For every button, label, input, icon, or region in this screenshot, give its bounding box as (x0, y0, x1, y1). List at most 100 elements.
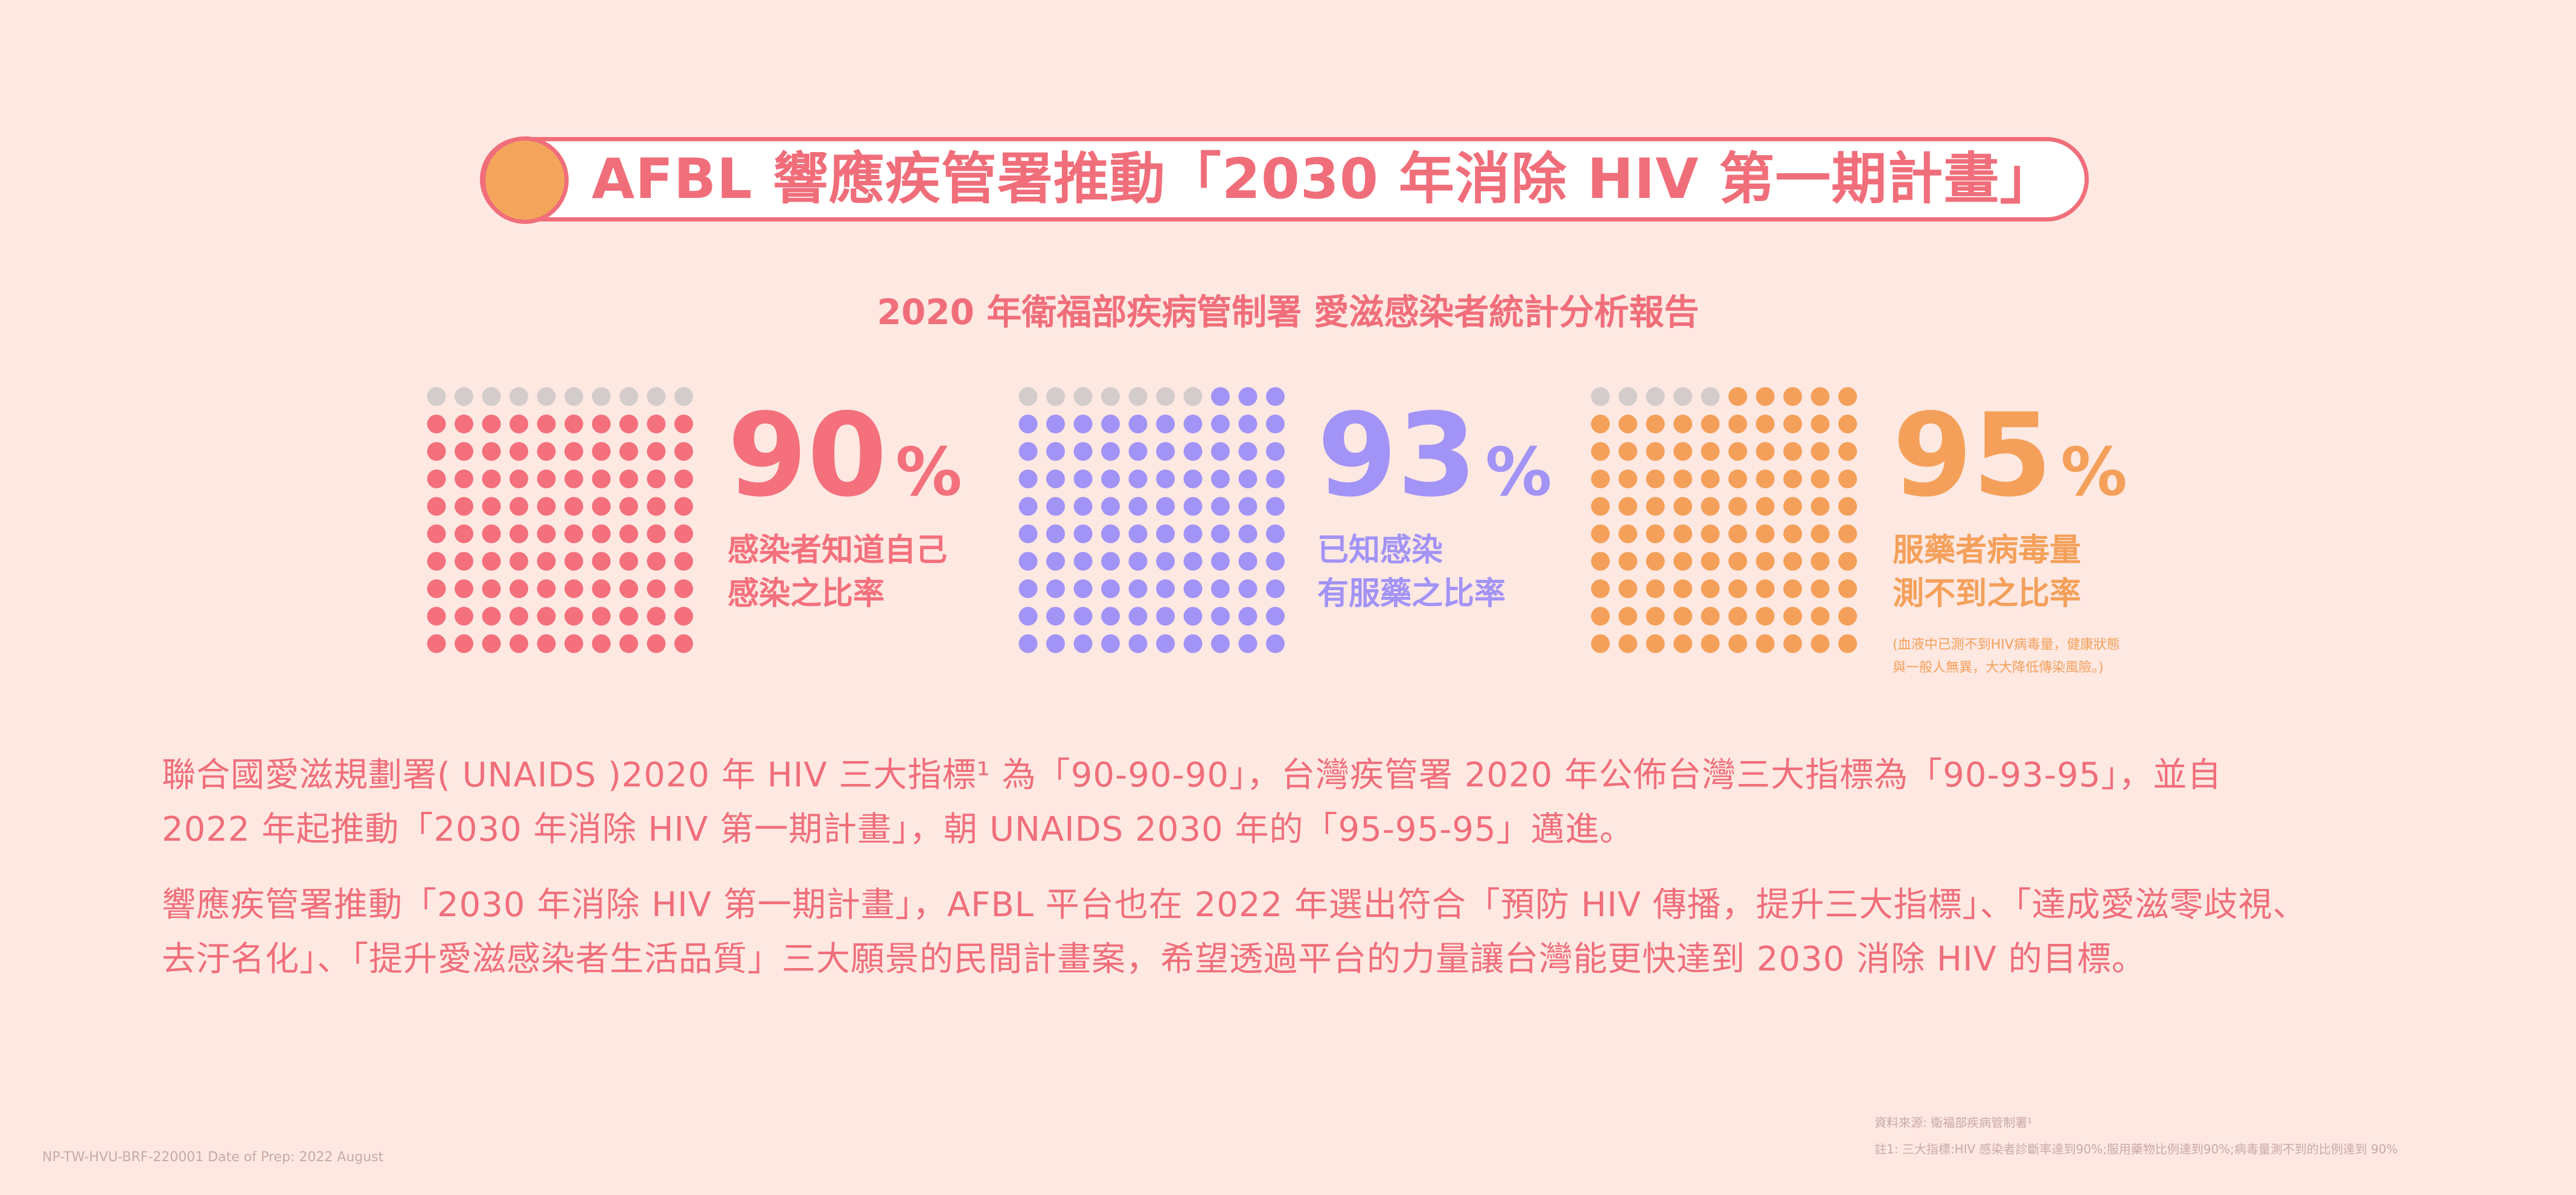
dot-filled (619, 442, 638, 461)
dot-filled (1101, 497, 1120, 516)
dot-filled (1701, 524, 1720, 543)
dot-filled (619, 552, 638, 571)
dot-filled (1238, 387, 1258, 406)
dot-filled (1838, 552, 1857, 571)
dot-filled (1619, 552, 1637, 571)
dot-filled (1756, 607, 1775, 626)
dot-filled (1619, 607, 1637, 626)
stat-value: 93 (1317, 389, 1477, 522)
dot-filled (1673, 579, 1692, 598)
dot-filled (1128, 607, 1148, 626)
dot-filled (455, 415, 473, 433)
dot-filled (564, 552, 583, 571)
dot-filled (1783, 387, 1802, 406)
dot-filled (1238, 470, 1258, 488)
dot-filled (1238, 552, 1258, 571)
dot-filled (1211, 470, 1230, 488)
paragraph-unaids: 聯合國愛滋規劃署( UNAIDS )2020 年 HIV 三大指標¹ 為「90-… (162, 748, 2420, 857)
dot-filled (1701, 634, 1720, 653)
dot-filled (427, 470, 446, 488)
dot-filled (1783, 415, 1802, 433)
dot-filled (1018, 579, 1038, 598)
dot-filled (1128, 552, 1148, 571)
dot-filled (564, 607, 583, 626)
dot-filled (1701, 442, 1720, 461)
dot-filled (1128, 497, 1148, 516)
dot-filled (674, 497, 693, 516)
dot-grey (1183, 387, 1203, 406)
dot-filled (1591, 552, 1610, 571)
stat-note-line1: (血液中已測不到HIV病毒量，健康狀態 (1893, 637, 2120, 652)
dot-filled (1018, 470, 1038, 488)
dot-filled (1211, 552, 1230, 571)
stat-desc-line2: 感染之比率 (727, 576, 885, 612)
dot-filled (1646, 579, 1665, 598)
dot-filled (482, 470, 501, 488)
dot-filled (1156, 607, 1175, 626)
page-title: AFBL 響應疾管署推動「2030 年消除 HIV 第一期計畫」 (592, 147, 2056, 211)
dot-filled (1073, 552, 1093, 571)
stat-desc-line1: 感染者知道自己 (727, 532, 948, 569)
dot-filled (1783, 524, 1802, 543)
dot-filled (427, 497, 446, 516)
dot-filled (1756, 497, 1775, 516)
paragraph-line: 去汙名化」、「提升愛滋感染者生活品質」三大願景的民間計畫案，希望透過平台的力量讓… (162, 940, 2146, 979)
dot-filled (647, 524, 666, 543)
dot-filled (1619, 415, 1637, 433)
dot-filled (1783, 552, 1802, 571)
dot-filled (592, 497, 611, 516)
dot-filled (1156, 470, 1175, 488)
dot-filled (455, 634, 473, 653)
dot-filled (1211, 442, 1230, 461)
dot-filled (1156, 415, 1175, 433)
dot-filled (1018, 552, 1038, 571)
dot-filled (1156, 579, 1175, 598)
stat-percent: 90% (727, 398, 962, 513)
dot-filled (1756, 634, 1775, 653)
dot-filled (455, 552, 473, 571)
dot-filled (1756, 387, 1775, 406)
stat-95: 95% 服藥者病毒量 測不到之比率 (血液中已測不到HIV病毒量，健康狀態 與一… (1893, 398, 2127, 680)
stat-unit: % (2060, 433, 2127, 511)
stat-percent: 95% (1893, 398, 2127, 513)
dot-filled (482, 415, 501, 433)
dot-filled (1701, 552, 1720, 571)
dot-filled (1756, 442, 1775, 461)
dot-filled (427, 442, 446, 461)
dot-filled (1073, 524, 1093, 543)
dot-filled (1838, 442, 1857, 461)
paragraph-line: 2022 年起推動「2030 年消除 HIV 第一期計畫」，朝 UNAIDS 2… (162, 810, 1634, 849)
dot-filled (619, 579, 638, 598)
dot-filled (427, 552, 446, 571)
dot-filled (1046, 497, 1065, 516)
dot-filled (1018, 415, 1038, 433)
dot-grey (1591, 387, 1610, 406)
dot-filled (1211, 634, 1230, 653)
dot-filled (1673, 470, 1692, 488)
dot-grey (1073, 387, 1093, 406)
dot-filled (482, 442, 501, 461)
dot-filled (619, 607, 638, 626)
dot-filled (482, 552, 501, 571)
dot-filled (564, 579, 583, 598)
dot-filled (455, 470, 473, 488)
dot-filled (647, 415, 666, 433)
dot-filled (1183, 442, 1203, 461)
dot-filled (1756, 470, 1775, 488)
stat-note-line2: 與一般人無異，大大降低傳染風險。) (1893, 660, 2104, 675)
dot-filled (592, 524, 611, 543)
dot-filled (1811, 579, 1830, 598)
stat-description: 服藥者病毒量 測不到之比率 (1893, 529, 2127, 616)
dot-filled (1238, 524, 1258, 543)
dot-filled (537, 579, 556, 598)
dot-filled (537, 415, 556, 433)
stat-desc-line1: 已知感染 (1317, 532, 1443, 569)
dot-filled (537, 634, 556, 653)
dot-filled (482, 634, 501, 653)
dot-filled (1128, 634, 1148, 653)
dot-grey (537, 387, 556, 406)
dot-grid-93 (1018, 387, 1285, 653)
dot-filled (1838, 607, 1857, 626)
dot-filled (427, 579, 446, 598)
dot-filled (1783, 497, 1802, 516)
